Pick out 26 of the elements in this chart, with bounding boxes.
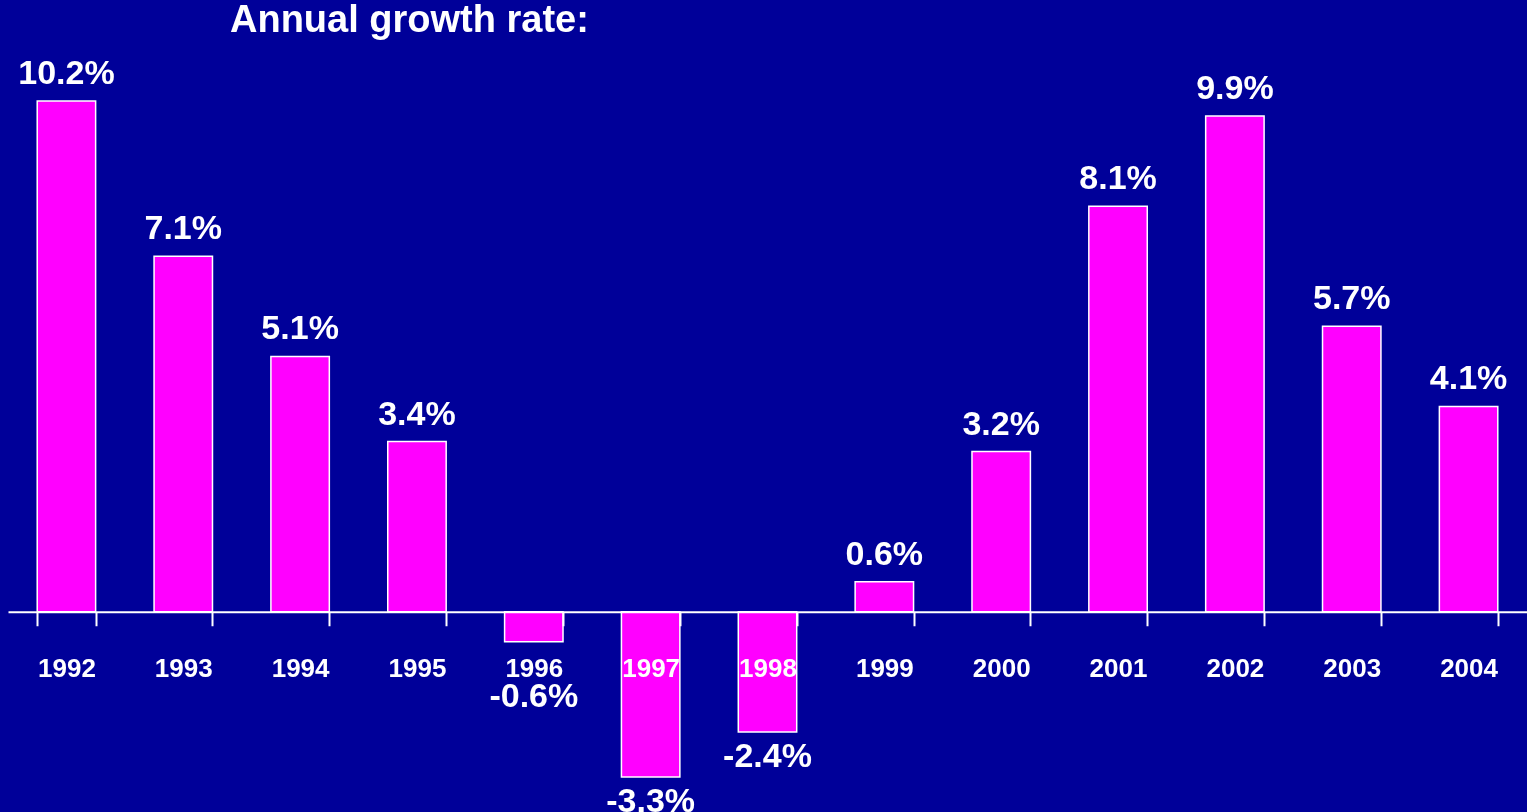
data-label: 7.1%: [144, 208, 223, 247]
x-tick-label: 1995: [388, 653, 447, 684]
data-label: 9.9%: [1196, 68, 1274, 107]
data-label: 4.1%: [1429, 358, 1508, 397]
x-tick-label: 1996: [505, 653, 564, 684]
data-label: 10.2%: [18, 53, 115, 92]
x-tick-label: 2000: [972, 653, 1031, 684]
chart-title: Annual growth rate:: [230, 0, 589, 40]
x-tick-label: 2002: [1206, 653, 1265, 684]
data-label: 3.2%: [962, 403, 1040, 442]
data-label: -2.4%: [723, 735, 812, 774]
x-tick-label: 1993: [154, 653, 213, 684]
data-label: 3.4%: [378, 393, 456, 432]
data-label: -3.3%: [606, 780, 696, 812]
x-tick-label: 2004: [1440, 653, 1499, 684]
data-label: 0.6%: [845, 533, 924, 572]
data-label: 5.1%: [261, 308, 339, 347]
x-tick-label: 1992: [38, 653, 96, 684]
data-label: 8.1%: [1079, 158, 1157, 197]
x-tick-label: 2003: [1323, 653, 1382, 684]
x-tick-label: 1994: [271, 653, 331, 684]
x-tick-label: 1999: [855, 653, 914, 684]
data-label: 5.7%: [1312, 278, 1391, 317]
x-tick-label: 1998: [739, 653, 797, 684]
x-tick-label: 1997: [622, 653, 681, 684]
x-tick-label: 2001: [1089, 653, 1148, 684]
